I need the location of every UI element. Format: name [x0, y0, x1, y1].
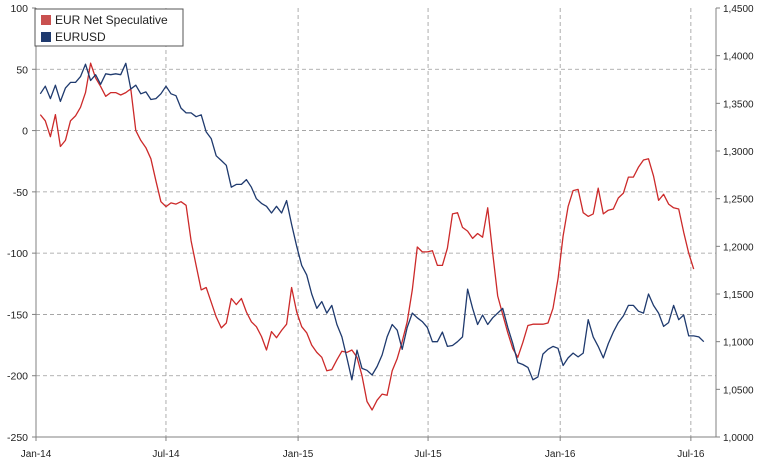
- left-tick-label: 0: [22, 126, 28, 138]
- right-tick-label: 1,3500: [723, 99, 754, 110]
- left-tick-label: -100: [7, 248, 28, 260]
- right-tick-label: 1,1000: [723, 338, 754, 349]
- series-layer: [39, 62, 705, 411]
- right-tick-label: 1,1500: [723, 290, 754, 301]
- left-tick-label: -200: [7, 371, 28, 383]
- legend-swatch-eurusd: [41, 32, 51, 42]
- gridlines: [36, 8, 716, 437]
- right-tick-label: 1,2500: [723, 195, 754, 206]
- x-tick-label: Jan-14: [21, 449, 52, 460]
- left-tick-label: -150: [7, 309, 28, 321]
- right-tick-label: 1,4000: [723, 52, 754, 63]
- right-tick-label: 1,0500: [723, 385, 754, 396]
- x-tick-label: Jan-16: [545, 449, 576, 460]
- legend-swatch-eur-net-speculative: [41, 15, 51, 25]
- x-tick-label: Jan-15: [283, 449, 314, 460]
- series-line-eur-net-speculative: [39, 62, 695, 411]
- left-axis-ticks: 100 50 0 -50 -100 -150 -200 -250: [7, 3, 36, 444]
- legend: EUR Net Speculative EURUSD: [34, 8, 184, 47]
- x-tick-label: Jul-14: [152, 449, 180, 460]
- series-line-eurusd: [39, 62, 705, 381]
- x-axis-ticks: Jan-14 Jul-14 Jan-15 Jul-15 Jan-16 Jul-16: [21, 437, 705, 460]
- left-tick-label: 100: [10, 3, 28, 15]
- legend-label-eurusd: EURUSD: [55, 30, 106, 44]
- left-tick-label: 50: [16, 64, 28, 76]
- right-tick-label: 1,3000: [723, 147, 754, 158]
- right-tick-label: 1,4500: [723, 4, 754, 15]
- right-tick-label: 1,2000: [723, 242, 754, 253]
- legend-box: [34, 8, 184, 47]
- right-tick-label: 1,0000: [723, 433, 754, 444]
- legend-label-eur-net-speculative: EUR Net Speculative: [55, 13, 168, 27]
- x-tick-label: Jul-16: [677, 449, 705, 460]
- right-axis-ticks: 1,4500 1,4000 1,3500 1,3000 1,2500 1,2000 1,15…: [716, 4, 754, 444]
- x-tick-label: Jul-15: [414, 449, 442, 460]
- left-tick-label: -250: [7, 432, 28, 444]
- left-tick-label: -50: [13, 187, 28, 199]
